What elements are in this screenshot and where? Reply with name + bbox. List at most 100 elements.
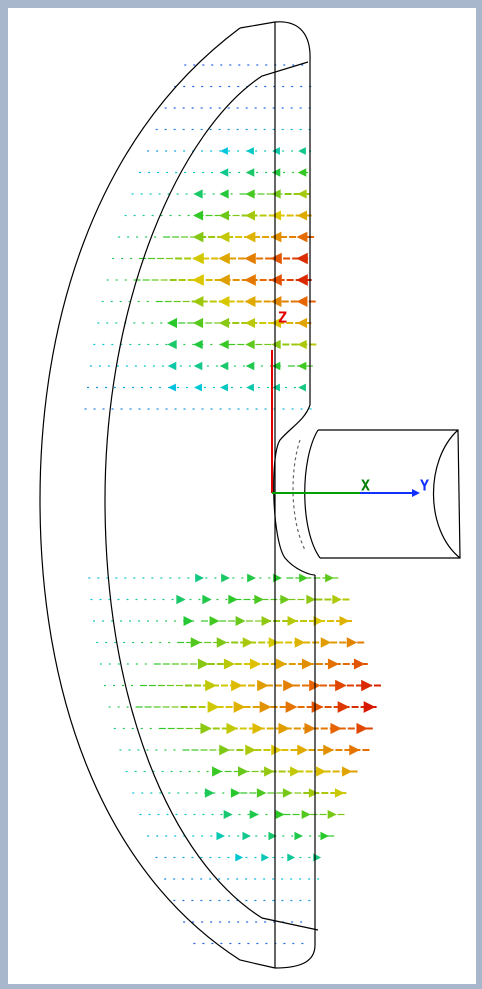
vector-head (220, 362, 229, 371)
vector-head (226, 723, 237, 734)
vector-head (328, 810, 337, 819)
vector-head (246, 168, 255, 177)
vector-head (191, 637, 202, 648)
vector-head (269, 637, 280, 648)
vector-head (246, 384, 254, 392)
vector-head (340, 616, 350, 626)
vector-head (295, 637, 306, 648)
vector-head (205, 680, 217, 692)
vector-head (297, 189, 306, 198)
vector-head (193, 296, 204, 307)
vector-head (245, 210, 255, 220)
vector-head (224, 810, 233, 819)
vector-head (312, 701, 324, 713)
vector-head (272, 147, 280, 155)
vector-head (260, 701, 272, 713)
vector-head (198, 658, 209, 669)
vector-head (219, 189, 228, 198)
vector-head (304, 723, 315, 734)
vector-head (264, 766, 274, 776)
outer-outline (40, 28, 275, 968)
vector-head (330, 723, 341, 734)
vector-head (192, 253, 204, 265)
vector-head (288, 616, 298, 626)
vector-head (194, 384, 202, 392)
vector-head (356, 723, 367, 734)
cylinder-face (433, 430, 460, 558)
vector-head (212, 766, 222, 776)
vector-head (325, 574, 334, 583)
vector-head (261, 854, 269, 862)
vector-head (220, 147, 228, 155)
vector-head (193, 189, 202, 198)
vector-head (321, 637, 332, 648)
vector-head (193, 340, 202, 349)
vector-head (271, 340, 280, 349)
vector-head (220, 168, 229, 177)
vector-head (297, 232, 308, 243)
vector-head (195, 574, 204, 583)
vector-head (276, 810, 285, 819)
vector-head (219, 745, 230, 756)
vector-head (184, 616, 194, 626)
vector-head (208, 701, 220, 713)
vector-head (219, 318, 229, 328)
vector-head (216, 832, 224, 840)
axis-triad: Z X Y (272, 309, 429, 498)
vector-head (246, 147, 254, 155)
vector-head (167, 340, 176, 349)
vector-head (302, 810, 311, 819)
vector-head (294, 832, 302, 840)
vector-head (221, 574, 230, 583)
z-label: Z (278, 309, 287, 327)
vector-head (272, 168, 281, 177)
fillet (274, 405, 315, 575)
vector-head (245, 232, 256, 243)
vector-head (238, 766, 248, 776)
vector-head (298, 147, 306, 155)
vector-head (296, 253, 308, 265)
vector-head (361, 680, 373, 692)
vector-head (236, 616, 246, 626)
vector-head (297, 745, 308, 756)
vector-head (302, 658, 313, 669)
vector-head (193, 232, 204, 243)
vector-head (297, 296, 308, 307)
vector-head (235, 854, 243, 862)
vector-head (271, 189, 280, 198)
vector-head (299, 574, 308, 583)
scene: Z X Y (8, 8, 476, 984)
vector-head (270, 253, 282, 265)
vector-head (220, 384, 228, 392)
vector-head (262, 616, 272, 626)
vector-head (245, 318, 255, 328)
vector-head (328, 658, 339, 669)
vector-head (297, 340, 306, 349)
vector-head (234, 701, 246, 713)
vector-head (296, 274, 308, 286)
vector-head (271, 745, 282, 756)
geometry (40, 22, 460, 968)
vector-head (252, 723, 263, 734)
vector-head (283, 680, 295, 692)
vector-head (218, 253, 230, 265)
vector-head (205, 788, 215, 798)
vector-head (283, 788, 293, 798)
vector-head (354, 658, 365, 669)
vector-head (231, 788, 241, 798)
vector-head (219, 296, 230, 307)
vector-head (244, 274, 256, 286)
vector-head (276, 658, 287, 669)
vector-head (254, 595, 263, 604)
vector-head (200, 723, 211, 734)
vector-head (272, 384, 280, 392)
x-label: X (361, 477, 370, 495)
vector-head (271, 210, 281, 220)
vector-head (250, 658, 261, 669)
vector-head (244, 253, 256, 265)
fillet-edge (293, 440, 305, 550)
vector-head (349, 745, 360, 756)
vector-head (268, 832, 276, 840)
vector-head (168, 384, 176, 392)
vector-head (192, 274, 204, 286)
